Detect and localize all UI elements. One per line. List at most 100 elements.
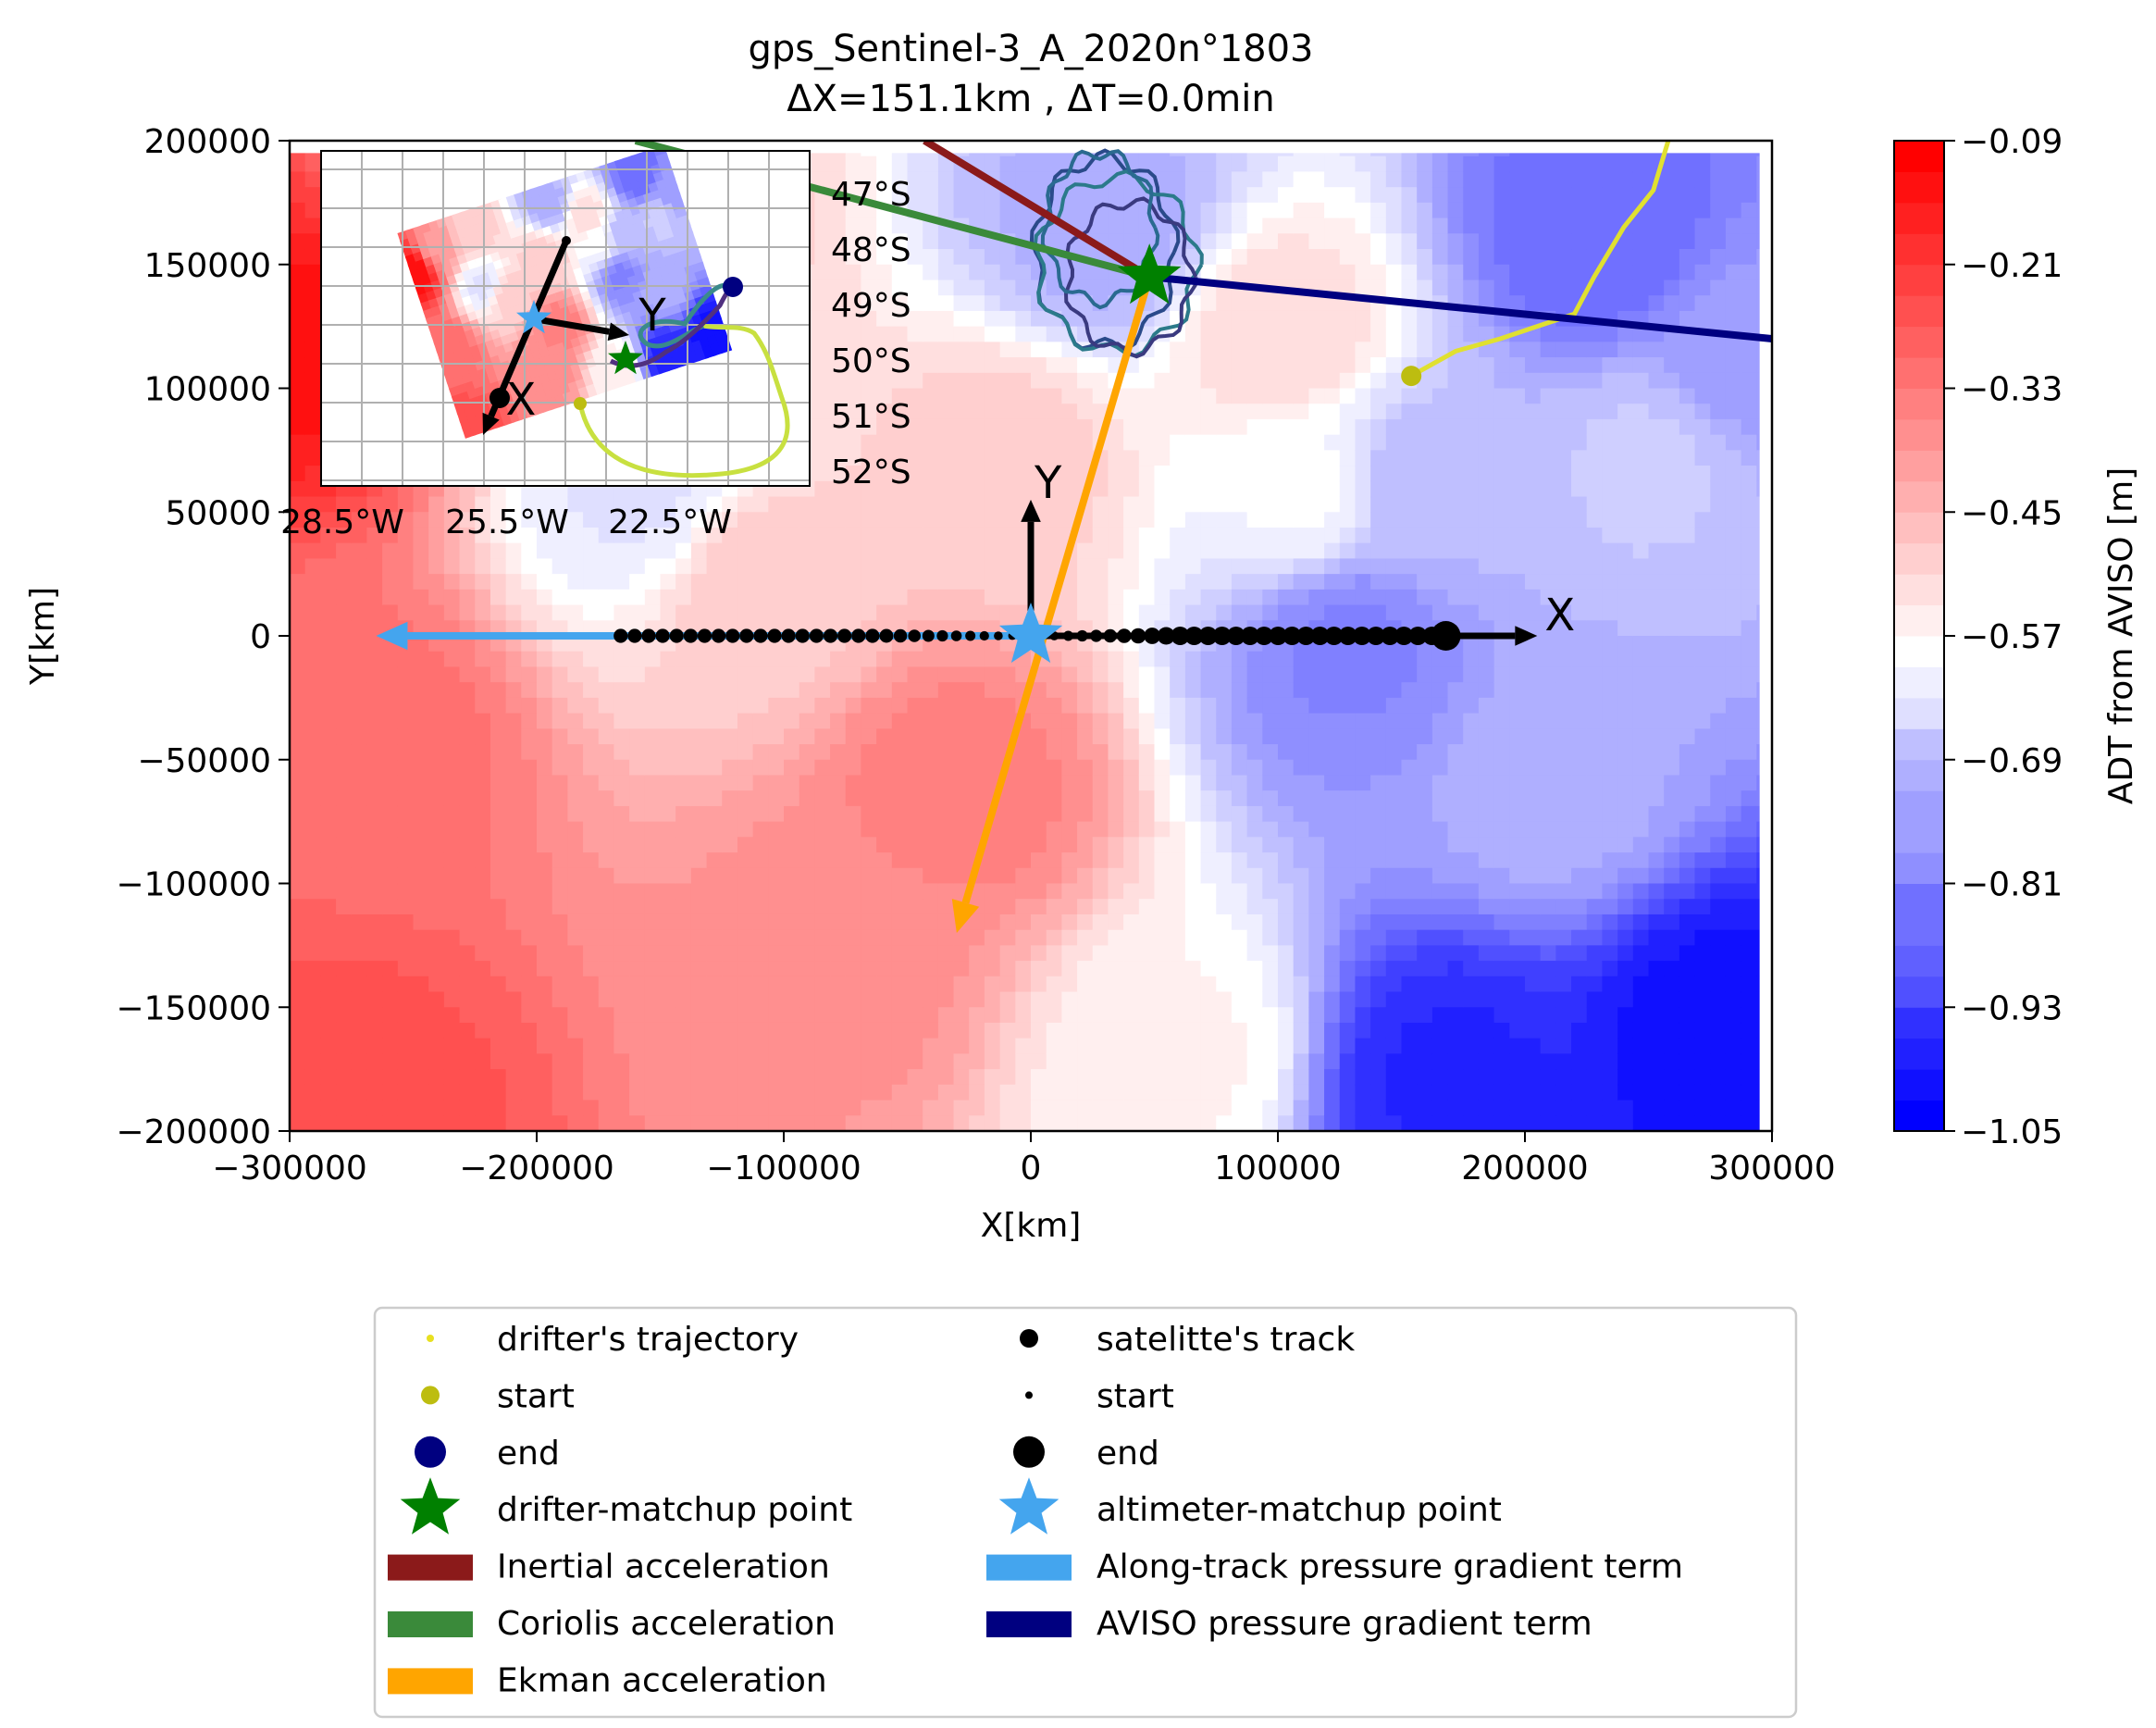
field-cell (1370, 821, 1387, 838)
field-cell (1154, 867, 1171, 885)
field-cell (1077, 418, 1094, 436)
field-cell (1401, 945, 1418, 962)
field-cell (304, 1069, 321, 1086)
field-cell (629, 697, 646, 715)
field-cell (1154, 466, 1171, 482)
field-cell (1184, 1053, 1202, 1070)
field-cell (937, 899, 955, 915)
field-cell (1478, 991, 1495, 1008)
field-cell (969, 728, 985, 745)
field-cell (1431, 837, 1449, 853)
field-cell (969, 342, 985, 358)
field-cell (876, 976, 893, 993)
field-cell (1278, 295, 1295, 312)
field-cell (1216, 589, 1233, 606)
field-cell (459, 558, 476, 575)
field-cell (537, 1007, 553, 1024)
field-cell (876, 357, 893, 374)
field-cell (690, 1069, 708, 1086)
field-cell (1355, 155, 1371, 173)
field-cell (1447, 961, 1464, 977)
field-cell (1200, 867, 1217, 885)
field-cell (923, 697, 939, 715)
field-cell (459, 867, 476, 885)
field-cell (752, 697, 769, 715)
field-cell (382, 713, 399, 729)
field-cell (320, 697, 337, 715)
field-cell (304, 697, 321, 715)
field-cell (799, 1069, 815, 1086)
field-cell (1061, 589, 1078, 606)
field-cell (814, 434, 831, 451)
field-cell (598, 728, 615, 745)
field-cell (336, 837, 353, 853)
field-cell (551, 1038, 568, 1055)
field-cell (567, 574, 584, 591)
field-cell (937, 542, 955, 560)
field-cell (1463, 372, 1480, 390)
field-cell (290, 914, 306, 931)
field-cell (1431, 1100, 1449, 1116)
field-cell (475, 1038, 491, 1055)
field-cell (923, 651, 939, 668)
field-cell (320, 759, 337, 777)
field-cell (891, 1007, 909, 1024)
field-cell (1431, 991, 1449, 1008)
field-cell (861, 558, 877, 575)
field-cell (1246, 929, 1263, 946)
field-cell (304, 790, 321, 807)
field-cell (1463, 1022, 1480, 1039)
field-cell (861, 466, 877, 482)
field-cell (583, 1038, 600, 1055)
field-cell (629, 1084, 646, 1101)
field-cell (999, 1053, 1016, 1070)
field-cell (521, 512, 538, 528)
field-cell (768, 1038, 785, 1055)
field-cell (984, 542, 1001, 560)
field-cell (598, 682, 615, 699)
field-cell (675, 759, 692, 777)
field-cell (1324, 867, 1341, 885)
field-cell (1015, 249, 1032, 266)
field-cell (814, 1069, 831, 1086)
field-cell (1401, 821, 1418, 838)
field-cell (1339, 945, 1357, 962)
field-cell (1200, 202, 1217, 219)
field-cell (814, 480, 831, 498)
field-cell (1138, 527, 1156, 544)
field-cell (1308, 496, 1325, 513)
field-cell (304, 342, 321, 358)
field-cell (428, 1100, 445, 1116)
field-cell (1478, 945, 1495, 962)
field-cell (1200, 342, 1217, 358)
field-cell (1262, 759, 1279, 777)
field-cell (876, 295, 893, 312)
field-cell (737, 775, 754, 791)
field-cell (1246, 867, 1263, 885)
field-cell (320, 636, 337, 653)
field-cell (1370, 666, 1387, 683)
field-cell (953, 326, 970, 342)
field-cell (969, 418, 985, 436)
field-cell (1370, 388, 1387, 404)
field-cell (304, 604, 321, 621)
field-cell (1154, 728, 1171, 745)
field-cell (830, 805, 847, 823)
field-cell (814, 372, 831, 390)
field-cell (923, 264, 939, 281)
field-cell (1231, 589, 1248, 606)
field-cell (999, 466, 1016, 482)
field-cell (1061, 805, 1078, 823)
field-cell (1108, 480, 1124, 498)
field-cell (1231, 310, 1248, 328)
field-cell (1015, 480, 1032, 498)
field-cell (320, 620, 337, 637)
field-cell (1200, 775, 1217, 791)
field-cell (505, 1115, 522, 1131)
field-cell (1401, 775, 1418, 791)
field-cell (304, 852, 321, 869)
field-cell (629, 899, 646, 915)
field-cell (1092, 976, 1109, 993)
field-cell (876, 1038, 893, 1055)
field-cell (1077, 945, 1094, 962)
